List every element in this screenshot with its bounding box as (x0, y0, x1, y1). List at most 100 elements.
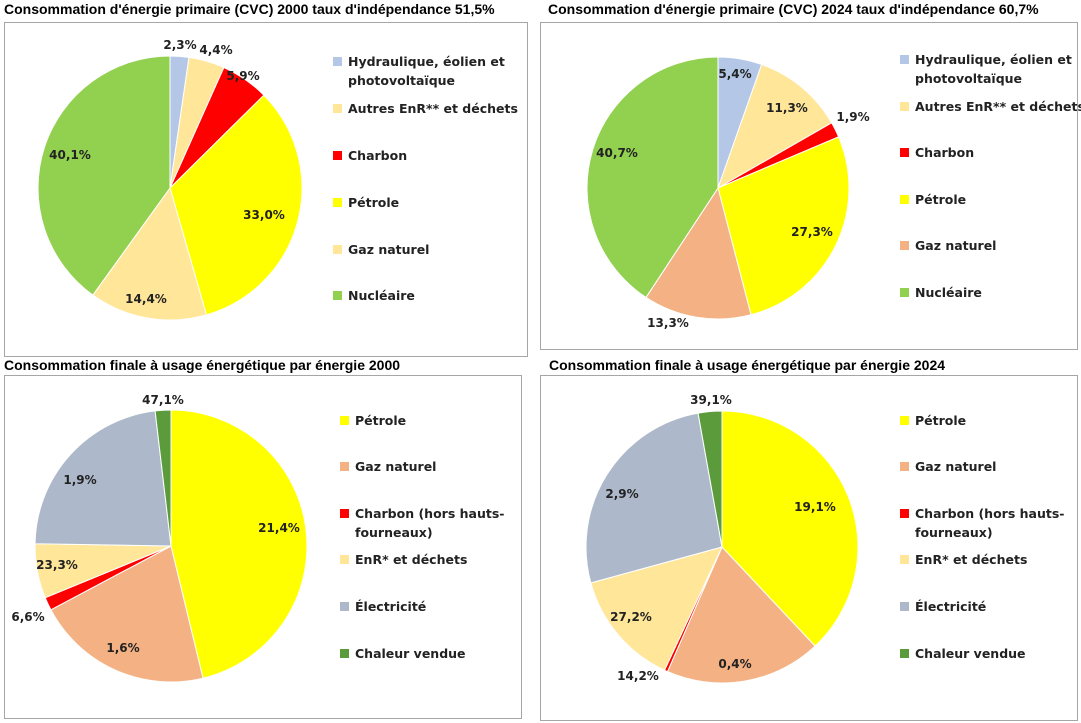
legend-swatch (900, 241, 909, 250)
legend-label: Gaz naturel (915, 238, 997, 253)
legend-item: Pétrole (900, 190, 1081, 209)
legend-label: Gaz naturel (348, 242, 430, 257)
legend-item: Charbon (hors hauts-fourneaux) (900, 504, 1081, 542)
data-label: 14,2% (617, 669, 659, 683)
legend-item: Hydraulique, éolien et photovoltaïque (333, 52, 528, 90)
legend-label: Électricité (915, 599, 987, 614)
legend-label: Nucléaire (915, 285, 982, 300)
data-label: 2,3% (163, 38, 197, 52)
pie-slice (645, 186, 752, 320)
legend-label: EnR* et déchets (355, 552, 468, 567)
legend-item: Charbon (333, 146, 528, 165)
pie-slice (92, 186, 208, 321)
data-label: 27,3% (791, 225, 833, 239)
pie-slice (154, 409, 172, 547)
legend-item: Chaleur vendue (900, 644, 1081, 663)
data-label: 0,4% (718, 657, 752, 671)
data-label: 21,4% (258, 521, 300, 535)
data-label: 1,6% (106, 641, 140, 655)
data-label: 19,1% (794, 500, 836, 514)
legend-item: Autres EnR** et déchets (900, 97, 1081, 116)
legend-item: Autres EnR** et déchets (333, 99, 528, 118)
legend-item: Charbon (hors hauts-fourneaux) (340, 504, 535, 542)
legend-label: Gaz naturel (915, 459, 997, 474)
legend-label: Hydraulique, éolien et photovoltaïque (915, 52, 1072, 86)
chart-title: Consommation d'énergie primaire (CVC) 20… (4, 1, 495, 17)
chart-frame (4, 22, 528, 357)
legend-label: Pétrole (915, 413, 967, 428)
data-label: 40,1% (49, 148, 91, 162)
pie-slice (697, 410, 723, 548)
legend-swatch (900, 288, 909, 297)
pie-slice (717, 136, 850, 316)
legend-label: Charbon (hors hauts-fourneaux) (915, 506, 1065, 540)
pie-slice (37, 55, 171, 296)
data-label: 1,9% (836, 110, 870, 124)
legend-swatch (900, 148, 909, 157)
data-label: 39,1% (690, 393, 732, 407)
pie-slice (34, 410, 172, 547)
legend-swatch (340, 602, 349, 611)
legend-item: Électricité (900, 597, 1081, 616)
pie-slice (50, 545, 204, 683)
legend-item: Pétrole (900, 411, 1081, 430)
data-label: 33,0% (243, 208, 285, 222)
pie-slice (590, 546, 723, 671)
pie-slice (169, 94, 303, 316)
data-label: 40,7% (596, 146, 638, 160)
legend-swatch (900, 416, 909, 425)
legend-swatch (900, 509, 909, 518)
legend-swatch (900, 555, 909, 564)
legend-swatch (340, 649, 349, 658)
legend-swatch (340, 555, 349, 564)
legend-item: Gaz naturel (900, 236, 1081, 255)
pie-slice (170, 409, 308, 679)
legend-label: Autres EnR** et déchets (915, 99, 1081, 114)
chart-title: Consommation d'énergie primaire (CVC) 20… (548, 1, 1039, 17)
legend-label: Autres EnR** et déchets (348, 101, 518, 116)
legend-swatch (900, 649, 909, 658)
legend-item: Pétrole (333, 193, 528, 212)
legend-item: Chaleur vendue (340, 644, 535, 663)
legend-swatch (340, 509, 349, 518)
legend-item: EnR* et déchets (900, 550, 1081, 569)
data-label: 2,9% (605, 487, 639, 501)
chart-frame (4, 375, 522, 719)
data-label: 5,9% (226, 69, 260, 83)
legend-item: Électricité (340, 597, 535, 616)
data-label: 47,1% (142, 393, 184, 407)
data-label: 23,3% (36, 558, 78, 572)
legend-label: Pétrole (915, 192, 967, 207)
legend-item: Gaz naturel (340, 457, 535, 476)
legend-label: EnR* et déchets (915, 552, 1028, 567)
data-label: 11,3% (766, 101, 808, 115)
legend-item: Charbon (900, 143, 1081, 162)
data-label: 27,2% (610, 610, 652, 624)
chart-frame (540, 22, 1078, 350)
legend-swatch (900, 602, 909, 611)
legend-label: Chaleur vendue (915, 646, 1026, 661)
legend-swatch (340, 462, 349, 471)
data-label: 4,4% (199, 43, 233, 57)
legend-swatch (900, 102, 909, 111)
legend-swatch (900, 462, 909, 471)
legend-item: Hydraulique, éolien et photovoltaïque (900, 50, 1081, 88)
legend-label: Gaz naturel (355, 459, 437, 474)
legend-label: Hydraulique, éolien et photovoltaïque (348, 54, 505, 88)
legend-swatch (333, 151, 342, 160)
pie-slice (717, 63, 833, 190)
pie-slice (585, 412, 723, 584)
data-label: 1,9% (63, 473, 97, 487)
legend-item: EnR* et déchets (340, 550, 535, 569)
legend-swatch (900, 195, 909, 204)
legend-swatch (900, 55, 909, 64)
chart-title: Consommation finale à usage énergétique … (4, 357, 401, 373)
data-label: 14,4% (125, 292, 167, 306)
legend-swatch (333, 245, 342, 254)
legend-swatch (333, 57, 342, 66)
legend-label: Charbon (915, 145, 975, 160)
data-label: 13,3% (647, 316, 689, 330)
pie-slice (586, 56, 719, 299)
